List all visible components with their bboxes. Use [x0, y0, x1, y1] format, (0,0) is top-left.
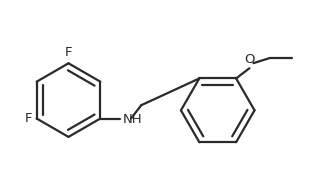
Text: O: O: [244, 53, 255, 66]
Text: F: F: [65, 46, 72, 59]
Text: F: F: [25, 112, 33, 125]
Text: NH: NH: [123, 113, 142, 126]
